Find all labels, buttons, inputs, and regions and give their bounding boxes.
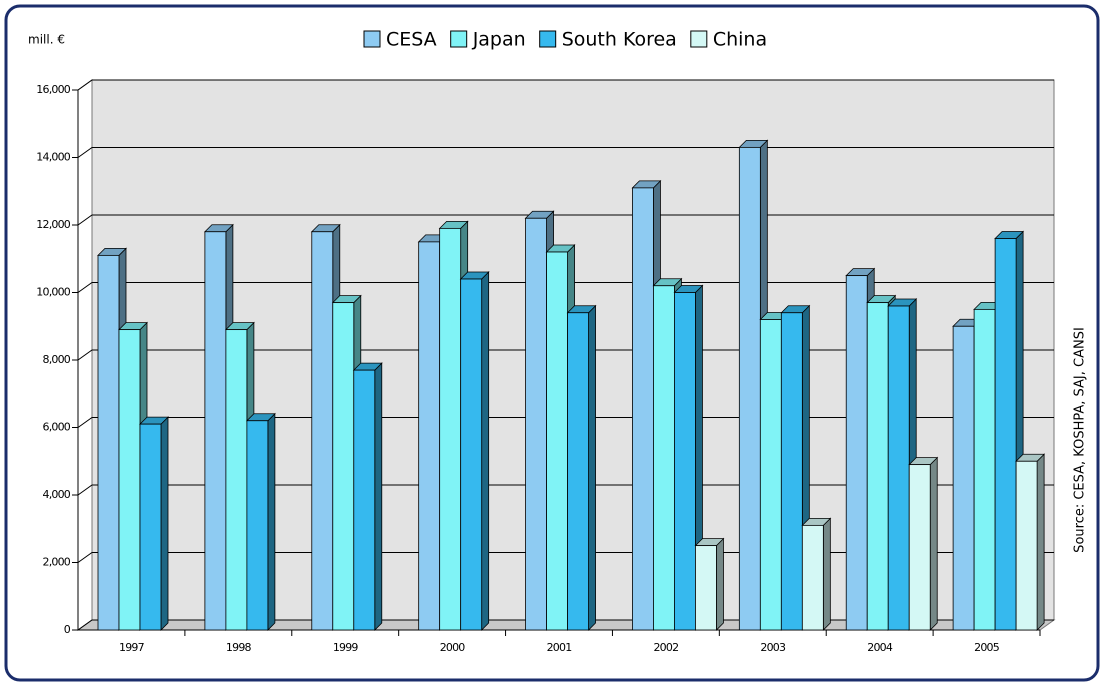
grid-line bbox=[77, 349, 1054, 361]
grid-line bbox=[77, 282, 1054, 293]
bar bbox=[225, 329, 248, 631]
grid-line bbox=[77, 417, 1054, 428]
bar-side bbox=[929, 456, 938, 631]
x-tick-label: 2002 bbox=[653, 641, 678, 654]
bar bbox=[801, 524, 824, 631]
bar bbox=[311, 231, 334, 631]
bar bbox=[759, 319, 782, 631]
bar-side bbox=[1036, 453, 1045, 631]
x-tick-label: 2000 bbox=[440, 641, 466, 654]
source: Source: CESA, KOSHPA, SAJ, CANSI bbox=[1073, 327, 1088, 553]
bar bbox=[908, 464, 931, 631]
bar bbox=[525, 217, 547, 631]
y-axis-label: mill. € bbox=[28, 33, 65, 47]
x-tick-label: 2003 bbox=[760, 641, 786, 654]
bar bbox=[418, 241, 441, 631]
y-tick-label: 16,000 bbox=[36, 83, 70, 96]
bar-side bbox=[588, 304, 596, 631]
bar bbox=[546, 251, 568, 631]
grid-line bbox=[77, 484, 1054, 496]
bar bbox=[1015, 460, 1038, 631]
bar bbox=[887, 305, 910, 631]
y-tick-label: 14,000 bbox=[36, 151, 70, 164]
y-tick-label: 0 bbox=[64, 623, 71, 636]
bar bbox=[653, 285, 675, 631]
legend-swatch bbox=[539, 30, 557, 48]
y-tick-label: 2,000 bbox=[43, 556, 71, 569]
x-tick-label: 2001 bbox=[547, 641, 572, 654]
bar bbox=[246, 420, 269, 631]
bar bbox=[97, 254, 120, 631]
bar bbox=[204, 231, 227, 631]
bar bbox=[632, 187, 654, 631]
y-tick-label: 4,000 bbox=[43, 488, 71, 501]
bar bbox=[845, 275, 868, 631]
grid-line bbox=[77, 79, 1054, 91]
grid-line bbox=[77, 552, 1054, 563]
bar bbox=[439, 227, 462, 631]
bar bbox=[674, 292, 696, 631]
x-tick-label: 1999 bbox=[333, 641, 359, 654]
bar-side bbox=[481, 271, 490, 631]
y-tick-label: 8,000 bbox=[43, 353, 71, 366]
y-tick-label: 12,000 bbox=[36, 218, 70, 231]
legend: CESA Japan South Korea China bbox=[363, 29, 767, 51]
legend-label: China bbox=[713, 29, 767, 51]
bar bbox=[139, 423, 162, 631]
grid-line bbox=[77, 619, 1054, 631]
legend-swatch bbox=[690, 30, 708, 48]
x-tick-label: 1997 bbox=[119, 641, 145, 654]
bar bbox=[695, 545, 717, 631]
x-tick-label: 1998 bbox=[226, 641, 252, 654]
y-tick-label: 6,000 bbox=[43, 421, 71, 434]
bar bbox=[460, 278, 483, 631]
grid-line bbox=[77, 147, 1054, 158]
legend-label: South Korea bbox=[562, 29, 677, 51]
bar bbox=[780, 312, 803, 631]
bar bbox=[118, 329, 141, 631]
x-tick-label: 2004 bbox=[867, 641, 893, 654]
bar-side bbox=[160, 416, 169, 631]
bar bbox=[567, 312, 589, 631]
bar bbox=[866, 302, 889, 631]
bar-side bbox=[374, 362, 383, 631]
bar-side bbox=[267, 412, 276, 631]
bar bbox=[738, 146, 761, 631]
bar-side bbox=[822, 517, 831, 631]
x-tick-label: 2005 bbox=[974, 641, 1000, 654]
bar bbox=[952, 325, 975, 631]
bar bbox=[994, 238, 1017, 631]
y-tick-label: 10,000 bbox=[36, 286, 70, 299]
legend-label: CESA bbox=[386, 29, 437, 51]
legend-swatch bbox=[450, 30, 468, 48]
bar bbox=[353, 369, 376, 631]
legend-swatch bbox=[363, 30, 381, 48]
bar bbox=[332, 302, 355, 631]
bar bbox=[973, 308, 996, 631]
grid-line bbox=[77, 214, 1054, 226]
bar-side bbox=[716, 537, 724, 631]
legend-label: Japan bbox=[472, 29, 526, 51]
